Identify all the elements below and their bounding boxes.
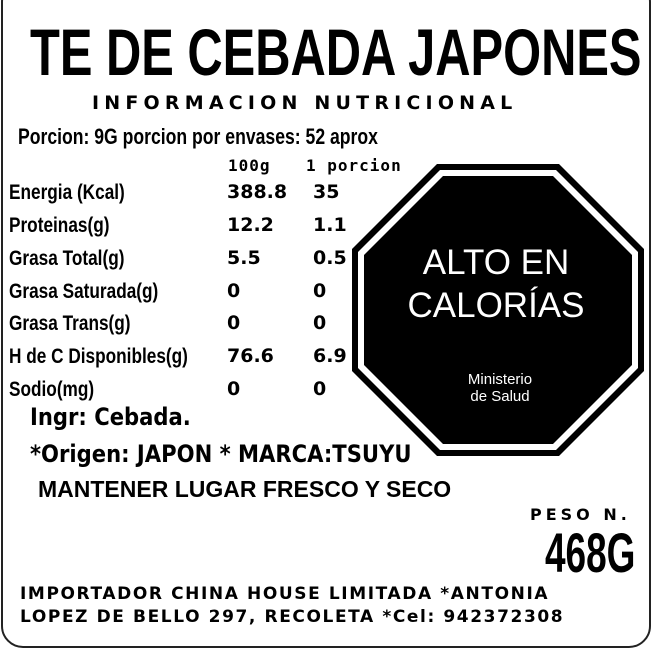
importer-address-line2: LOPEZ DE BELLO 297, RECOLETA *Cel: 94237…: [20, 607, 565, 627]
nutrient-name: Grasa Trans(g): [9, 312, 131, 335]
value-100g: 76.6: [227, 345, 274, 367]
value-100g: 0: [227, 378, 241, 400]
value-portion: 6.9: [313, 345, 347, 367]
seal-inner-octagon: [364, 176, 632, 444]
nutrient-name: Grasa Saturada(g): [9, 280, 159, 303]
origin-brand-text: *Origen: JAPON * MARCA:TSUYU: [30, 440, 412, 468]
seal-authority1: Ministerio: [468, 371, 532, 388]
nutrient-name: Grasa Total(g): [9, 247, 125, 270]
nutrient-name: Proteinas(g): [9, 214, 110, 237]
storage-text: MANTENER LUGAR FRESCO Y SECO: [38, 476, 452, 502]
nutrient-name: Energia (Kcal): [9, 181, 125, 204]
seal-line1: ALTO EN: [423, 243, 570, 282]
warning-seal-octagon: ALTO EN CALORÍAS Ministerio de Salud: [352, 164, 644, 456]
seal-line2: CALORÍAS: [408, 286, 585, 325]
value-portion: 1.1: [313, 214, 347, 236]
storage-instructions: MANTENER LUGAR FRESCO Y SECO: [38, 476, 451, 503]
product-title: TE DE CEBADA JAPONES: [30, 14, 654, 90]
portion-info: Porcion: 9G porcion por envases: 52 apro…: [18, 124, 468, 150]
value-100g: 388.8: [227, 181, 288, 203]
nutrition-heading: INFORMACION NUTRICIONAL: [92, 92, 518, 114]
product-title-text: TE DE CEBADA JAPONES: [30, 15, 642, 89]
column-header-portion: 1 porcion: [306, 156, 402, 175]
ingredients: Ingr: Cebada.: [30, 403, 213, 431]
value-portion: 0.5: [313, 247, 347, 269]
net-weight-label: PESO N.: [530, 505, 631, 524]
value-100g: 0: [227, 280, 241, 302]
portion-info-text: Porcion: 9G porcion por envases: 52 apro…: [18, 124, 378, 149]
net-weight-text: 468G: [545, 521, 636, 584]
value-portion: 0: [313, 378, 327, 400]
importer-address-line1: IMPORTADOR CHINA HOUSE LIMITADA *ANTONIA: [20, 584, 550, 604]
value-portion: 0: [313, 312, 327, 334]
nutrient-name: H de C Disponibles(g): [9, 345, 188, 368]
value-100g: 0: [227, 312, 241, 334]
net-weight-value: 468G: [545, 520, 654, 585]
ingredients-text: Ingr: Cebada.: [30, 403, 191, 431]
origin-brand: *Origen: JAPON * MARCA:TSUYU: [30, 440, 464, 468]
value-portion: 0: [313, 280, 327, 302]
value-portion: 35: [313, 181, 340, 203]
column-header-100g: 100g: [228, 156, 271, 175]
nutrient-name: Sodio(mg): [9, 378, 95, 401]
value-100g: 12.2: [227, 214, 274, 236]
seal-authority2: de Salud: [470, 388, 529, 405]
value-100g: 5.5: [227, 247, 261, 269]
